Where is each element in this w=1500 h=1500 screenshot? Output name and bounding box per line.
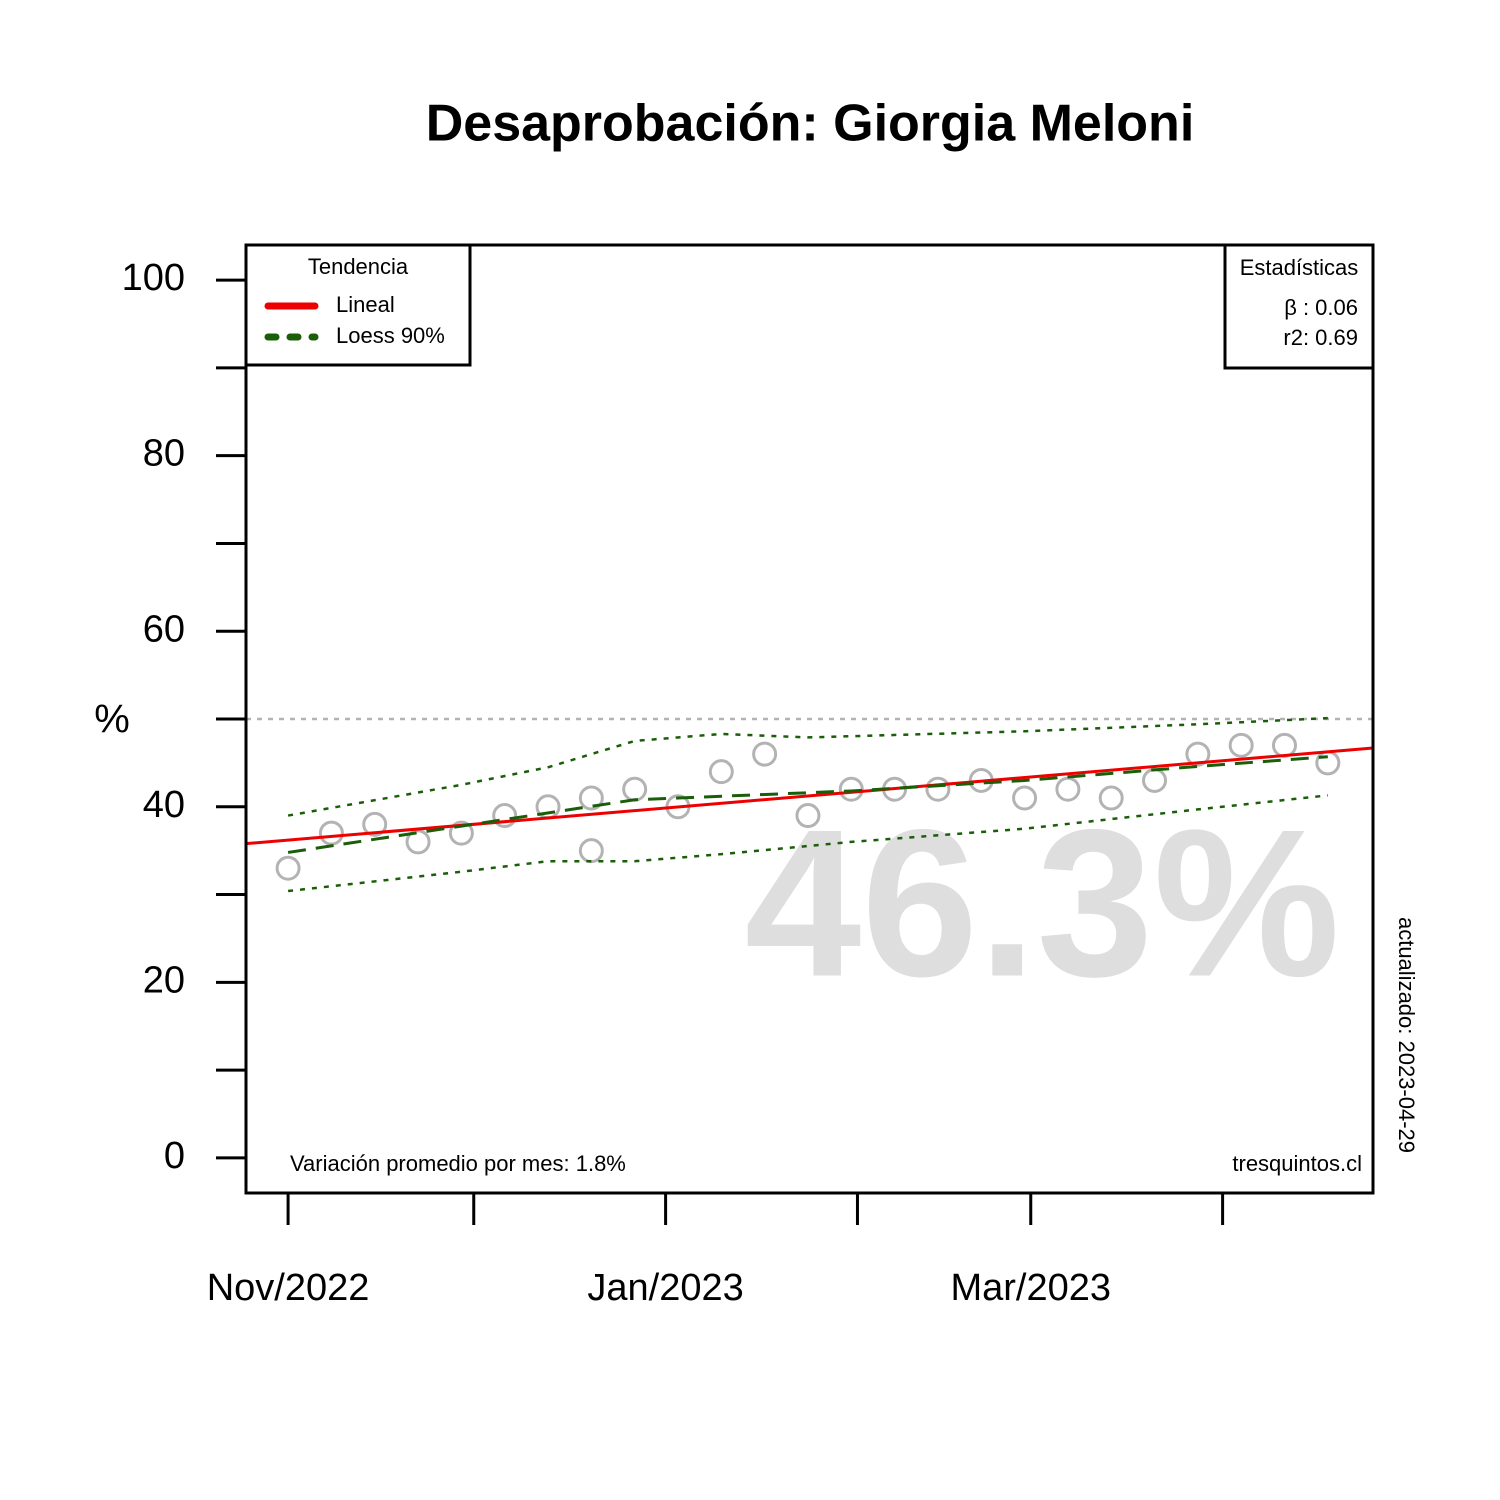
point xyxy=(275,855,301,881)
y-tick-label: 100 xyxy=(122,257,185,299)
point xyxy=(838,776,864,802)
point xyxy=(925,776,951,802)
point xyxy=(448,820,474,846)
solid-line xyxy=(246,746,1373,846)
y-tick-label: 40 xyxy=(143,784,185,826)
updated-note: actualizado: 2023-04-29 xyxy=(1394,917,1419,1153)
point xyxy=(492,803,518,829)
y-tick-label: 60 xyxy=(143,608,185,650)
point xyxy=(405,829,431,855)
stats-box xyxy=(1223,243,1375,370)
dotted-line xyxy=(287,716,1328,817)
point xyxy=(318,820,344,846)
point xyxy=(795,803,821,829)
x-tick-label: Jan/2023 xyxy=(587,1267,743,1309)
note-right: tresquintos.cl xyxy=(1232,1151,1362,1176)
point xyxy=(578,785,604,811)
point xyxy=(1185,741,1211,767)
y-tick-label: 20 xyxy=(143,959,185,1001)
point xyxy=(708,759,734,785)
stat: r2: 0.69 xyxy=(1283,325,1358,350)
point xyxy=(1098,785,1124,811)
y-axis-label: % xyxy=(94,698,130,742)
watermark: 46.3% xyxy=(745,785,1340,1020)
chart-title: Desaprobación: Giorgia Meloni xyxy=(426,95,1195,153)
point xyxy=(1012,785,1038,811)
plot-area xyxy=(246,716,1373,893)
dotted-line xyxy=(287,794,1328,893)
y-tick-label: 80 xyxy=(143,433,185,475)
note-left: Variación promedio por mes: 1.8% xyxy=(290,1151,626,1176)
stats-title: Estadísticas xyxy=(1240,255,1359,280)
x-tick-label: Nov/2022 xyxy=(207,1267,370,1309)
x-tick-label: Mar/2023 xyxy=(950,1267,1111,1309)
legend-label: Loess 90% xyxy=(336,323,445,348)
point xyxy=(752,741,778,767)
legend-label: Lineal xyxy=(336,292,395,317)
dashed-line xyxy=(287,755,1328,854)
legend-title: Tendencia xyxy=(308,254,409,279)
point xyxy=(362,811,388,837)
y-tick-label: 0 xyxy=(164,1135,185,1177)
stat: β : 0.06 xyxy=(1284,295,1358,320)
point xyxy=(1228,732,1254,758)
